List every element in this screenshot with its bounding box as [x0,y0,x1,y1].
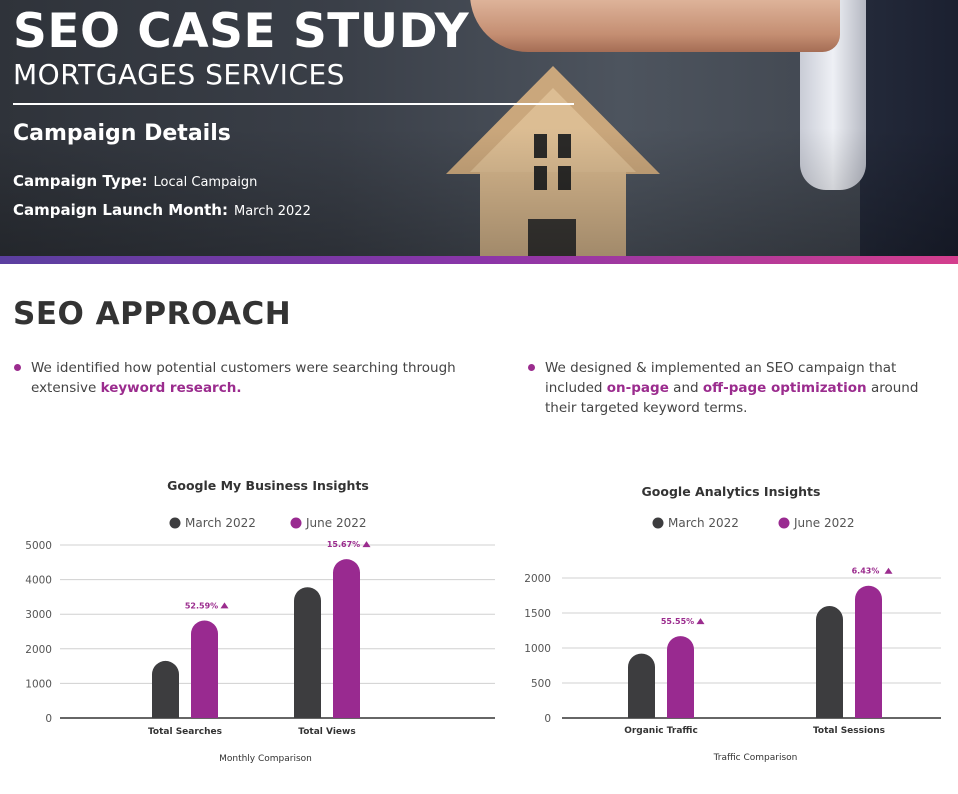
legend-label: March 2022 [668,516,739,530]
y-tick-label: 0 [45,713,52,725]
bar-june [667,636,694,718]
y-tick-label: 1000 [25,678,52,690]
legend-swatch [169,517,181,529]
gmb-insights-chart: Google My Business Insights March 2022 Jun… [0,470,500,770]
bar-march [152,660,179,718]
category-label: Total Searches [148,727,222,737]
page-title: SEO CASE STUDY [13,4,470,59]
hand-image [470,0,840,52]
y-tick-label: 2000 [524,573,551,585]
launch-month-value: March 2022 [234,204,311,219]
legend-label: June 2022 [793,516,855,530]
y-tick-label: 500 [531,678,551,690]
chart-title: Google Analytics Insights [642,484,821,499]
bullet-1-highlight: keyword research. [100,380,242,396]
x-axis-label: Monthly Comparison [219,754,312,764]
bullet-dot [528,364,535,371]
bullet-2-highlight-a: on-page [606,380,669,396]
chart-title: Google My Business Insights [167,478,369,493]
campaign-type-label: Campaign Type: [13,172,148,190]
increase-label: 55.55% [661,617,694,626]
seo-approach-heading: SEO APPROACH [13,296,292,332]
analytics-insights-chart: Google Analytics Insights March 2022 June … [500,470,958,770]
page-subtitle: MORTGAGES SERVICES [13,58,345,91]
house-window [534,166,547,190]
legend-label: June 2022 [305,516,367,530]
house-door [528,219,576,256]
increase-label: 6.43% [852,567,880,576]
banner-shade [0,0,958,256]
increase-label: 52.59% [185,601,218,610]
category-label: Organic Traffic [624,726,698,736]
bar-june [333,559,360,718]
gmb-chart-svg: Google My Business Insights March 2022 Jun… [25,478,495,764]
house-window [558,166,571,190]
launch-month-label: Campaign Launch Month: [13,201,228,219]
y-tick-label: 1500 [524,608,551,620]
house-window [558,134,571,158]
x-axis-label: Traffic Comparison [713,753,798,763]
legend-swatch [290,517,302,529]
title-divider [13,103,574,105]
campaign-type-row: Campaign Type: Local Campaign [13,172,257,190]
bullet-2-text-b: and [673,380,699,396]
bullet-1-text: We identified how potential customers we… [31,360,456,396]
increase-label: 15.67% [327,540,360,549]
house-gable-image [470,88,636,172]
bullet-2-highlight-b: off-page optimization [702,380,867,396]
increase-arrow-icon [362,541,371,548]
category-label: Total Sessions [813,726,885,736]
y-tick-label: 5000 [25,540,52,552]
legend-label: March 2022 [185,516,256,530]
bar-june [855,585,882,718]
y-tick-label: 1000 [524,643,551,655]
bullet-2-text-c: around their targeted keyword terms. [545,380,919,416]
campaign-details-heading: Campaign Details [13,121,231,146]
increase-arrow-icon [884,567,893,574]
jacket-image [860,0,958,256]
approach-bullet-1: We identified how potential customers we… [14,358,471,398]
analytics-chart-svg: Google Analytics Insights March 2022 June … [524,484,941,763]
y-tick-label: 4000 [25,575,52,587]
approach-bullet-2: We designed & implemented an SEO campaig… [528,358,945,418]
y-tick-label: 2000 [25,644,52,656]
bar-june [191,620,218,718]
y-tick-label: 3000 [25,609,52,621]
legend-swatch [778,517,790,529]
header-banner: SEO CASE STUDY MORTGAGES SERVICES Campai… [0,0,958,256]
campaign-type-value: Local Campaign [153,175,258,190]
house-window [534,134,547,158]
bar-march [628,653,655,718]
legend-swatch [652,517,664,529]
bullet-dot [14,364,21,371]
accent-gradient-bar [0,256,958,264]
y-tick-label: 0 [544,713,551,725]
launch-month-row: Campaign Launch Month: March 2022 [13,201,311,219]
bar-march [294,587,321,718]
category-label: Total Views [298,727,355,737]
increase-arrow-icon [220,602,229,609]
bullet-2-text-a: We designed & implemented an SEO campaig… [545,360,897,396]
bar-march [816,606,843,718]
increase-arrow-icon [696,618,705,625]
